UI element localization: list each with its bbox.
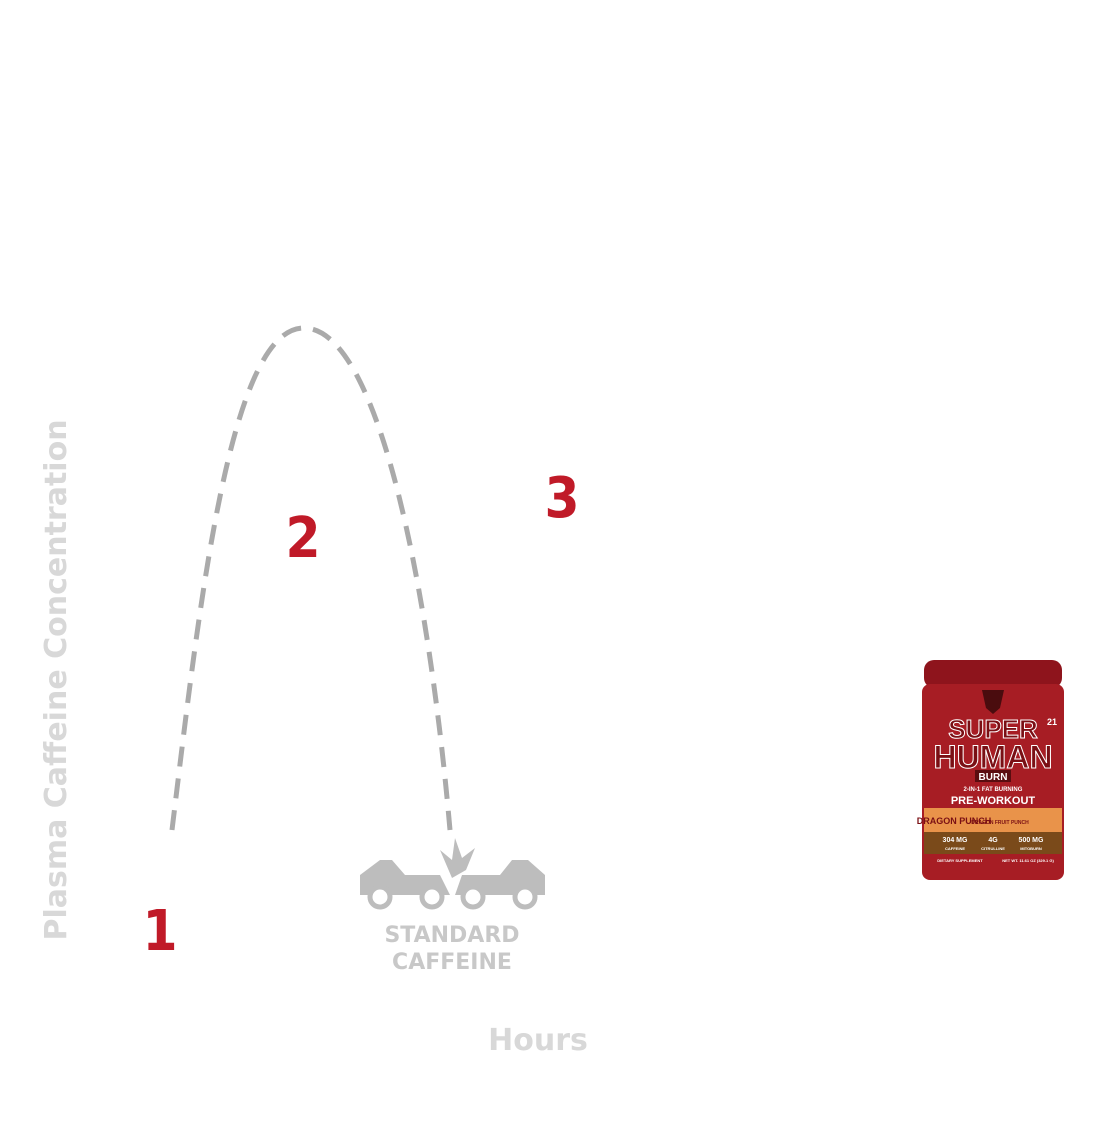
stat-name: MITOBURN [1020,846,1042,851]
curve-label: CAFFEINE [392,950,512,975]
stat-name: CITRULLINE [981,846,1005,851]
y-axis-label: Plasma Caffeine Concentration [39,419,74,940]
stat-amount: 304 MG [943,837,968,844]
flavor: DRAGON PUNCH [917,816,992,826]
crash-icon [360,838,545,910]
product-type: PRE-WORKOUT [951,795,1036,807]
variant: BURN [979,772,1008,783]
stat-amount: 500 MG [1019,837,1044,844]
product-can: SUPER HUMAN BURN 2-IN-1 FAT BURNING PRE-… [917,660,1064,880]
footer: DIETARY SUPPLEMENT [937,858,983,863]
tagline: 2-IN-1 FAT BURNING [964,787,1023,793]
marker: 1 [142,899,177,964]
footer: NET WT. 11.61 OZ (329.1 G) [1002,858,1054,863]
curve-label: STANDARD [384,923,519,948]
x-axis-label: Hours [488,1023,588,1058]
stat-name: CAFFEINE [945,846,965,851]
servings: 21 [1047,717,1057,727]
caffeine-curve [169,325,453,831]
brand: HUMAN [933,739,1052,775]
marker: 2 [285,506,320,571]
stat-amount: 4G [988,837,998,844]
marker: 3 [544,466,579,531]
flavor-detail: DRAGON FRUIT PUNCH [971,820,1029,826]
brand: SUPER [948,714,1038,744]
